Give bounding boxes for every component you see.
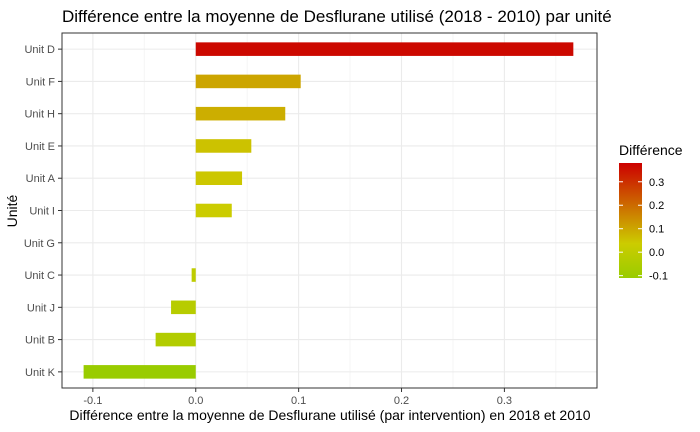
y-tick-label: Unit J — [27, 302, 55, 314]
y-tick-label: Unit G — [24, 238, 55, 250]
bars — [83, 42, 574, 379]
legend-title: Différence — [619, 142, 683, 158]
bar — [171, 300, 196, 315]
chart-title: Différence entre la moyenne de Desfluran… — [62, 7, 612, 26]
bar — [83, 365, 196, 379]
x-tick-label: -0.1 — [83, 395, 102, 407]
x-tick-label: 0.0 — [188, 395, 203, 407]
legend-tick-label: 0.1 — [649, 224, 664, 236]
legend-tick-label: -0.1 — [649, 271, 668, 283]
legend: Différence 0.3 0.2 0.1 0.0 -0.1 — [619, 142, 683, 283]
x-axis-title: Différence entre la moyenne de Desfluran… — [69, 407, 590, 423]
y-tick-label: Unit A — [26, 173, 56, 185]
bar — [155, 332, 196, 347]
x-tick-label: 0.3 — [497, 395, 512, 407]
legend-ticks: 0.3 0.2 0.1 0.0 -0.1 — [619, 177, 668, 283]
x-tick-label: 0.1 — [291, 395, 306, 407]
x-axis-ticks: -0.1 0.0 0.1 0.2 0.3 — [83, 388, 512, 407]
legend-tick-label: 0.2 — [649, 200, 664, 212]
x-tick-label: 0.2 — [394, 395, 409, 407]
grid — [62, 33, 597, 388]
y-tick-label: Unit D — [24, 44, 55, 56]
bar — [195, 203, 232, 218]
y-tick-label: Unit C — [24, 270, 55, 282]
y-tick-label: Unit K — [25, 367, 56, 379]
bar — [191, 268, 196, 282]
bar — [195, 42, 574, 56]
y-tick-label: Unit E — [25, 141, 55, 153]
bar — [195, 139, 252, 153]
y-tick-label: Unit I — [29, 206, 55, 218]
bar — [195, 106, 286, 121]
y-axis-title: Unité — [4, 194, 20, 227]
y-tick-label: Unit H — [24, 109, 55, 121]
legend-tick-label: 0.3 — [649, 177, 664, 189]
y-axis-ticks: Unit D Unit F Unit H Unit E Unit A Unit I Unit… — [24, 44, 62, 379]
y-tick-label: Unit B — [25, 335, 55, 347]
legend-colorbar — [619, 163, 642, 278]
bar — [195, 74, 301, 89]
y-tick-label: Unit F — [26, 76, 56, 88]
bar — [195, 171, 243, 186]
legend-tick-label: 0.0 — [649, 247, 664, 259]
